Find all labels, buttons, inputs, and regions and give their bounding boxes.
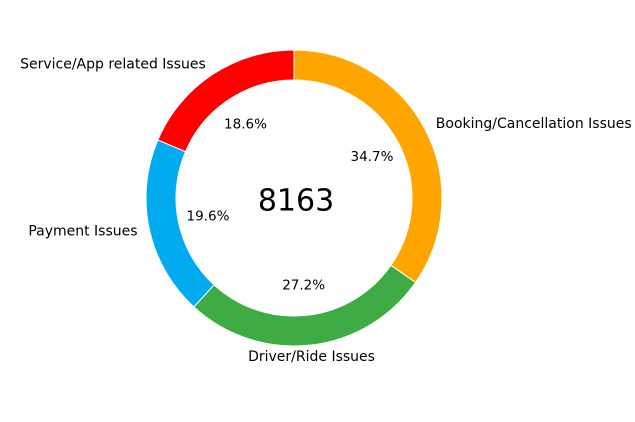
donut-slices (145, 49, 443, 347)
percent-label-driver-ride-issues: 27.2% (282, 277, 325, 293)
category-label-driver-ride-issues: Driver/Ride Issues (248, 349, 375, 365)
percent-label-booking-cancellation-issues: 34.7% (351, 149, 394, 165)
category-label-booking-cancellation-issues: Booking/Cancellation Issues (436, 116, 632, 132)
donut-labels: 34.7% Booking/Cancellation Issues 27.2% Dri… (20, 56, 632, 365)
category-label-service-app-related-issues: Service/App related Issues (20, 56, 206, 72)
slice-service-app-related-issues (157, 49, 295, 153)
percent-label-payment-issues: 19.6% (187, 209, 230, 225)
slice-booking-cancellation-issues (293, 49, 443, 284)
percent-label-service-app-related-issues: 18.6% (224, 117, 267, 133)
category-label-payment-issues: Payment Issues (28, 224, 137, 240)
center-total-label: 8163 (258, 184, 334, 219)
